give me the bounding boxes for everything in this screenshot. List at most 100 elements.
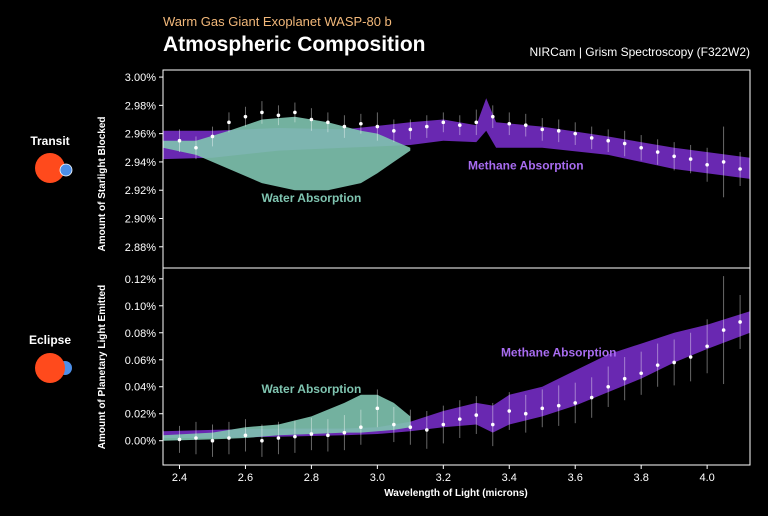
transit-data-point bbox=[705, 162, 709, 167]
transit-data-point bbox=[425, 124, 429, 129]
transit-data-point bbox=[342, 124, 347, 129]
eclipse-data-point bbox=[639, 371, 643, 376]
transit-data-point bbox=[276, 113, 281, 118]
eclipse-data-point bbox=[457, 417, 462, 421]
eclipse-data-point bbox=[705, 344, 709, 349]
y-axis-title-transit: Amount of Starlight Blocked bbox=[97, 117, 108, 252]
transit-data-point bbox=[507, 121, 512, 126]
transit-data-point bbox=[672, 154, 676, 159]
transit-band-methane bbox=[163, 98, 750, 179]
transit-data-point bbox=[490, 114, 495, 119]
eclipse-band-methane bbox=[163, 311, 750, 438]
transit-water-annotation: Water Absorption bbox=[262, 191, 362, 205]
transit-data-point bbox=[243, 114, 248, 119]
eclipse-data-point bbox=[210, 438, 215, 443]
eclipse-data-point bbox=[441, 422, 446, 427]
transit-y-tick-label: 2.94% bbox=[125, 157, 156, 169]
transit-data-point bbox=[177, 138, 182, 143]
transit-data-point bbox=[309, 117, 314, 122]
transit-data-point bbox=[688, 157, 693, 161]
transit-data-point bbox=[293, 110, 297, 115]
transit-data-point bbox=[194, 145, 198, 150]
eclipse-star bbox=[35, 353, 65, 383]
transit-y-tick-label: 3.00% bbox=[125, 72, 156, 84]
eclipse-data-point bbox=[194, 436, 198, 440]
eclipse-data-point bbox=[688, 355, 693, 359]
eclipse-label: Eclipse bbox=[28, 333, 72, 347]
eclipse-methane-annotation: Methane Absorption bbox=[501, 345, 617, 359]
eclipse-data-point bbox=[573, 401, 578, 405]
transit-label: Transit bbox=[30, 134, 70, 148]
transit-data-point bbox=[589, 136, 594, 140]
transit-data-point bbox=[540, 127, 545, 132]
x-tick-label: 3.8 bbox=[634, 472, 649, 484]
transit-data-point bbox=[655, 150, 660, 154]
transit-band-water bbox=[163, 116, 411, 191]
eclipse-data-point bbox=[177, 437, 182, 442]
transit-data-point bbox=[622, 141, 627, 146]
transit-data-point bbox=[227, 120, 231, 125]
eclipse-y-tick-label: 0.00% bbox=[125, 436, 156, 448]
x-tick-label: 2.4 bbox=[172, 472, 187, 484]
eclipse-data-point bbox=[490, 422, 495, 427]
eclipse-frame bbox=[162, 267, 751, 466]
eclipse-data-point bbox=[359, 425, 363, 430]
eclipse-data-point bbox=[556, 403, 561, 408]
eclipse-data-point bbox=[540, 406, 545, 411]
x-tick-label: 3.6 bbox=[568, 472, 583, 484]
x-tick-label: 2.8 bbox=[304, 472, 319, 484]
eclipse-data-point bbox=[392, 422, 396, 427]
transit-data-point bbox=[523, 123, 528, 127]
eclipse-data-point bbox=[672, 360, 676, 365]
x-tick-label: 2.6 bbox=[238, 472, 253, 484]
eclipse-data-point bbox=[276, 436, 281, 440]
eclipse-data-point bbox=[326, 433, 330, 438]
eclipse-y-tick-label: 0.12% bbox=[125, 274, 156, 286]
x-tick-label: 4.0 bbox=[699, 472, 714, 484]
transit-star bbox=[35, 153, 65, 183]
eclipse-y-tick-label: 0.08% bbox=[125, 328, 156, 340]
transit-data-point bbox=[375, 124, 380, 129]
eclipse-data-point bbox=[309, 432, 314, 436]
transit-data-point bbox=[359, 121, 363, 126]
transit-data-point bbox=[408, 127, 413, 132]
transit-data-point bbox=[606, 138, 610, 143]
transit-data-point bbox=[639, 145, 643, 150]
eclipse-icon bbox=[35, 353, 72, 383]
transit-icon bbox=[35, 153, 73, 183]
transit-data-point bbox=[721, 160, 726, 164]
transit-data-point bbox=[441, 120, 446, 125]
x-tick-label: 3.4 bbox=[502, 472, 517, 484]
eclipse-y-tick-label: 0.06% bbox=[125, 355, 156, 367]
eclipse-data-point bbox=[425, 428, 429, 432]
transit-data-point bbox=[457, 123, 462, 127]
transit-data-point bbox=[738, 167, 742, 171]
transit-y-tick-label: 2.96% bbox=[125, 129, 156, 141]
eclipse-y-tick-label: 0.02% bbox=[125, 409, 156, 421]
eclipse-data-point bbox=[738, 320, 742, 324]
eclipse-y-tick-label: 0.10% bbox=[125, 301, 156, 313]
x-tick-label: 3.0 bbox=[370, 472, 385, 484]
y-axis-title-eclipse: Amount of Planetary Light Emitted bbox=[97, 285, 108, 449]
eclipse-data-point bbox=[523, 411, 528, 416]
transit-data-point bbox=[556, 129, 561, 133]
transit-data-point bbox=[392, 129, 396, 133]
eclipse-data-point bbox=[260, 438, 264, 443]
transit-data-point bbox=[210, 134, 215, 139]
eclipse-band-water bbox=[163, 394, 411, 441]
instrument-label: NIRCam | Grism Spectroscopy (F322W2) bbox=[529, 45, 751, 59]
eclipse-data-point bbox=[227, 436, 231, 440]
eclipse-data-point bbox=[243, 433, 248, 438]
eclipse-data-point bbox=[622, 376, 627, 381]
x-tick-label: 3.2 bbox=[436, 472, 451, 484]
eclipse-data-point bbox=[342, 430, 347, 435]
transit-y-tick-label: 2.88% bbox=[125, 242, 156, 254]
eclipse-data-point bbox=[655, 363, 660, 367]
eclipse-data-point bbox=[606, 384, 610, 389]
eclipse-data-point bbox=[474, 413, 479, 417]
transit-planet bbox=[59, 163, 73, 177]
eclipse-data-point bbox=[721, 328, 726, 332]
transit-y-tick-label: 2.92% bbox=[125, 185, 156, 197]
eclipse-y-tick-label: 0.04% bbox=[125, 382, 156, 394]
